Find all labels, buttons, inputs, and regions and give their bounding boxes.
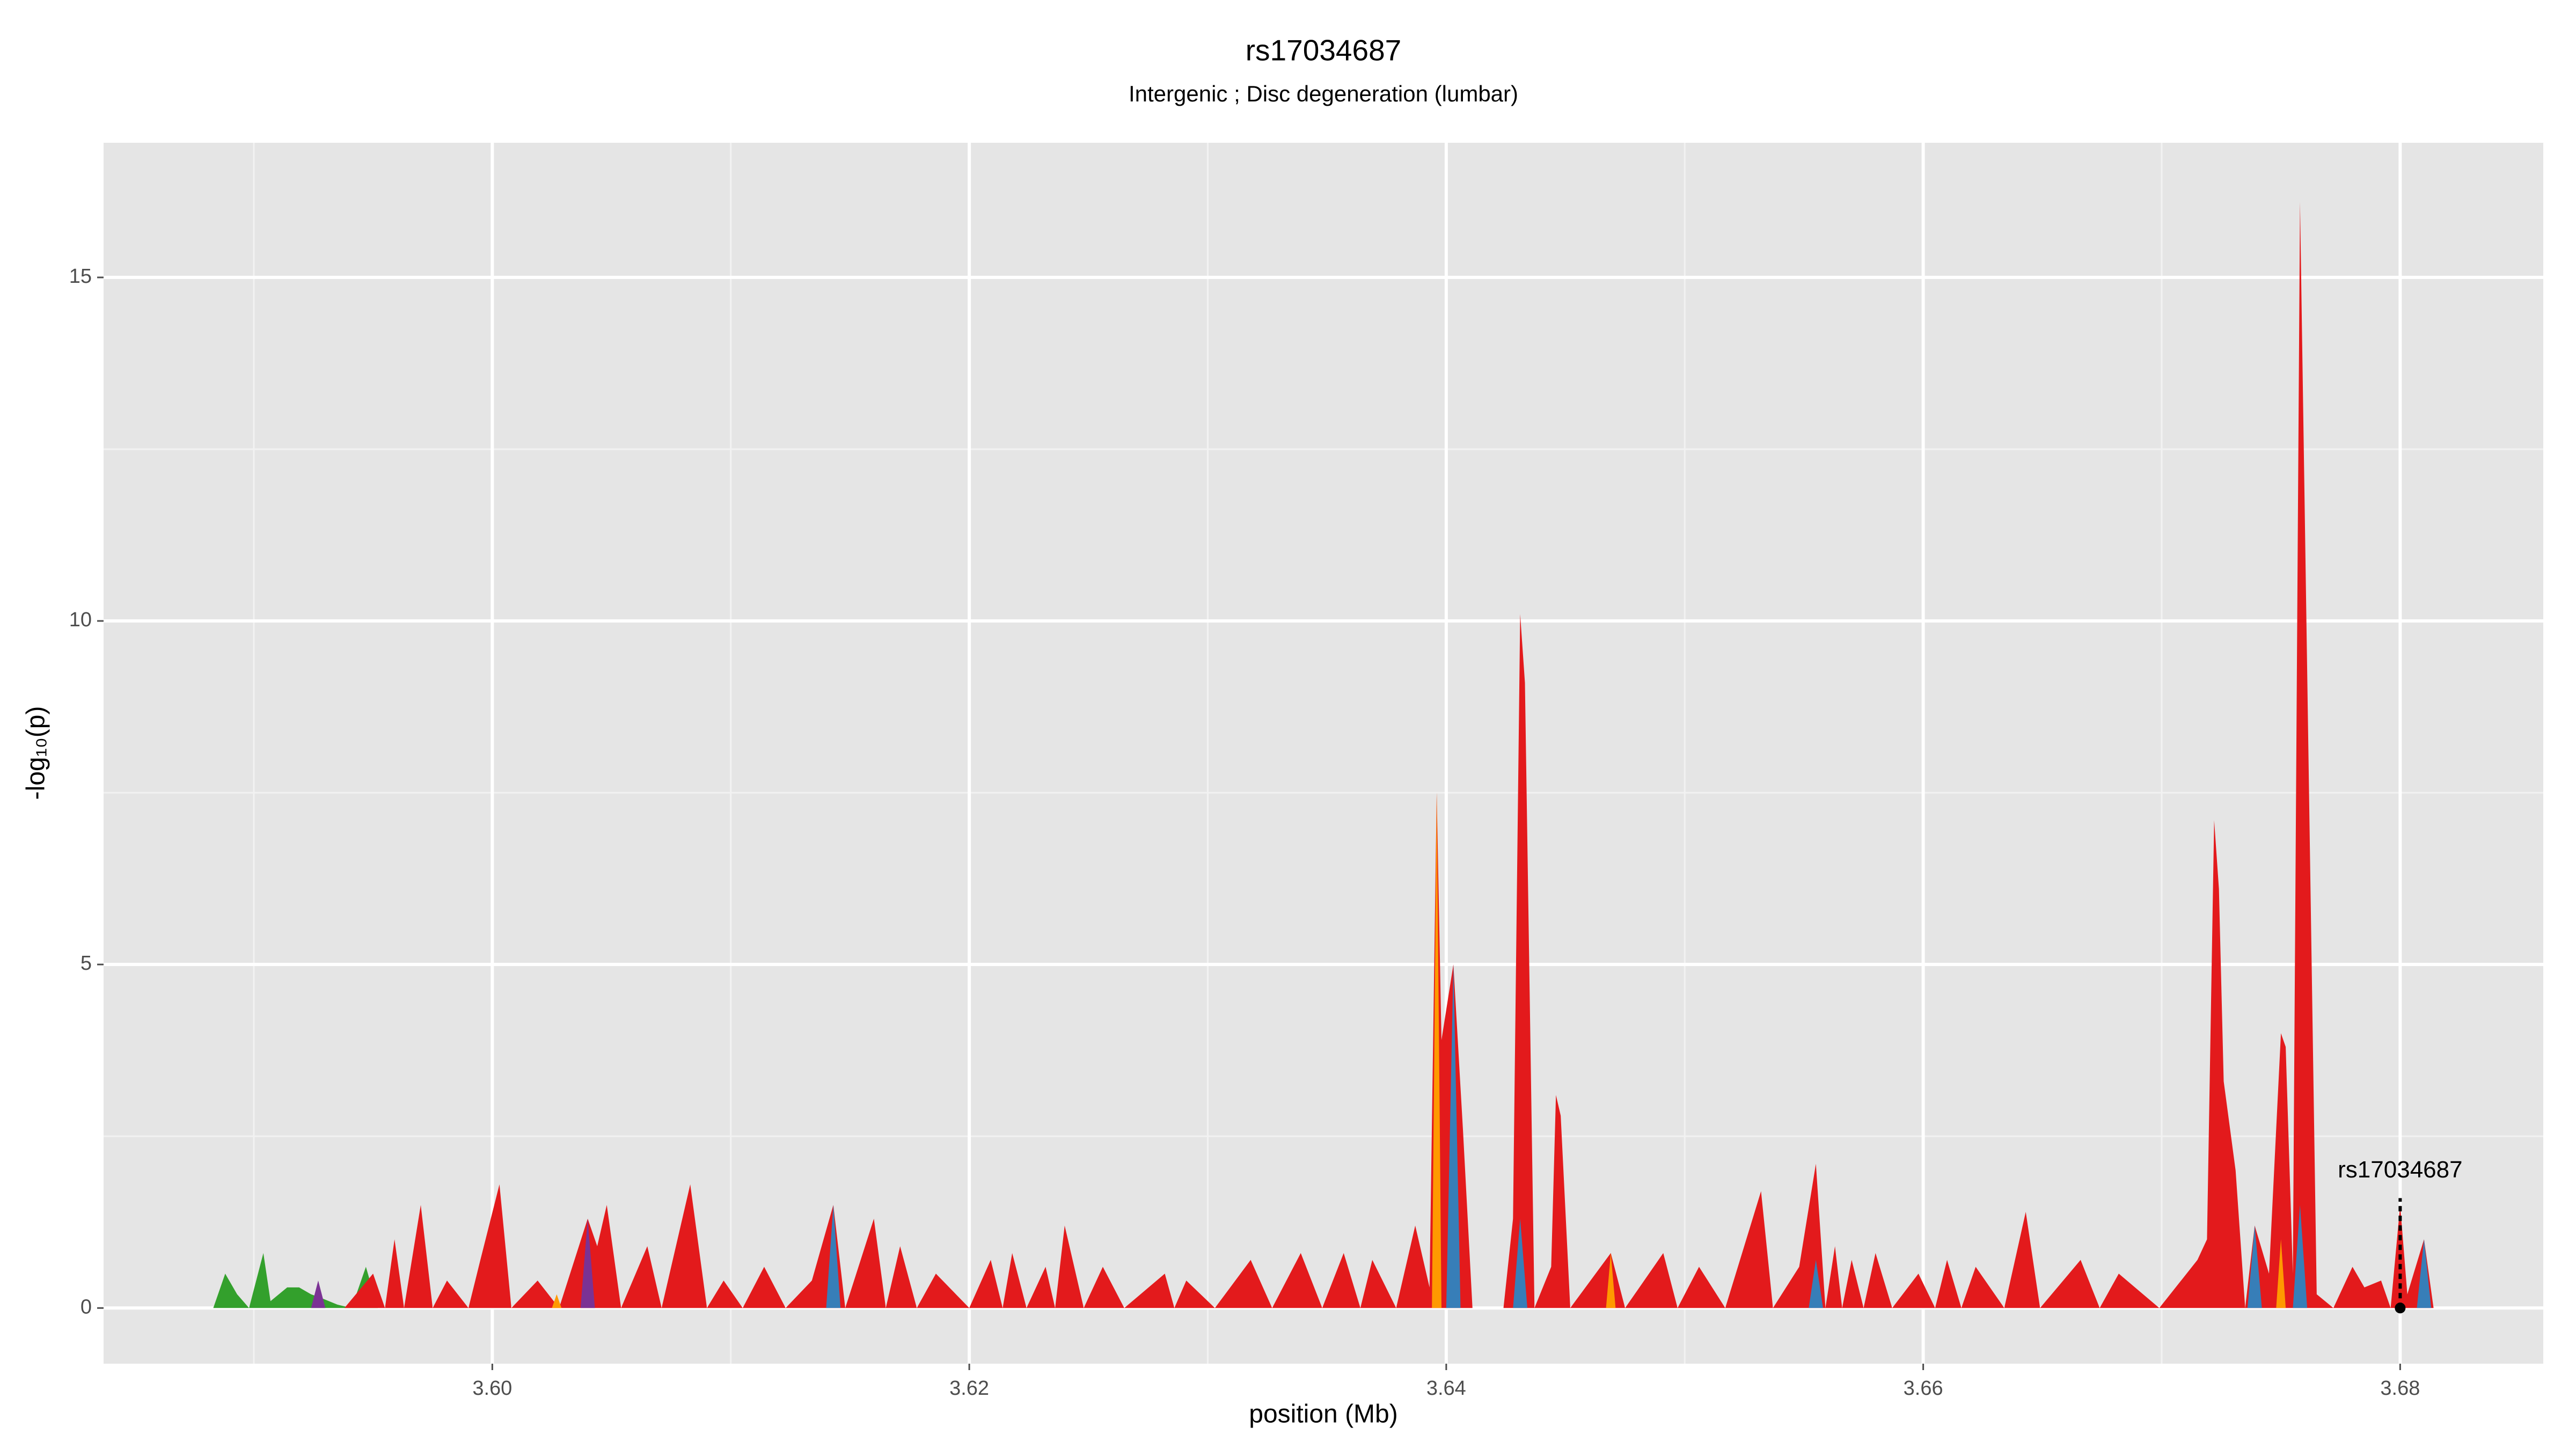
area (2293, 1205, 2308, 1308)
area (1809, 1260, 1823, 1308)
area (2276, 1239, 2286, 1308)
y-tick-label: 5 (80, 952, 92, 975)
x-tick-label: 3.64 (1426, 1377, 1466, 1400)
area (1606, 1253, 1616, 1308)
area (826, 1205, 841, 1308)
area (2247, 1225, 2262, 1308)
area (1432, 793, 1441, 1308)
x-tick-label: 3.60 (472, 1377, 512, 1400)
x-axis-label: position (Mb) (1249, 1400, 1397, 1429)
annotation-label: rs17034687 (2338, 1157, 2462, 1183)
area (311, 1280, 326, 1308)
area (320, 202, 2434, 1308)
chart-subtitle: Intergenic ; Disc degeneration (lumbar) (1129, 81, 1518, 106)
area (580, 1218, 595, 1308)
x-tick-label: 3.68 (2380, 1377, 2420, 1400)
area (1446, 964, 1461, 1308)
area (2417, 1239, 2432, 1308)
y-tick-label: 15 (69, 265, 92, 288)
area (213, 1253, 378, 1308)
area (1513, 1218, 1527, 1308)
chart-title: rs17034687 (1246, 34, 1402, 67)
y-tick-label: 0 (80, 1296, 92, 1318)
x-tick-label: 3.66 (1904, 1377, 1943, 1400)
area (552, 1294, 562, 1308)
y-tick-label: 10 (69, 609, 92, 631)
y-axis-label: -log₁₀(p) (22, 706, 50, 800)
plot-panel (104, 143, 2543, 1364)
annotation-point (2395, 1302, 2406, 1314)
x-tick-label: 3.62 (949, 1377, 989, 1400)
